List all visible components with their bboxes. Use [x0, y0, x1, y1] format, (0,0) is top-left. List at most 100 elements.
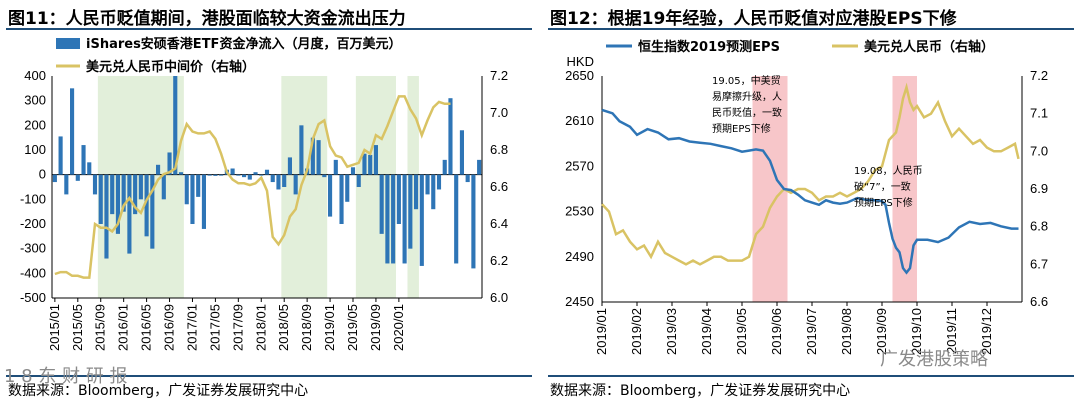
chart-panel-etf-flows: 图11：人民币贬值期间，港股面临较大资金流出压力 -500 -400 -300 -20…	[0, 0, 538, 403]
x-tick-label: 2015/01	[47, 304, 62, 351]
flow-bar	[64, 174, 69, 195]
flow-bar	[184, 174, 189, 205]
y-tick-label-left: 2610	[565, 113, 594, 128]
y-tick-label-left: 2450	[565, 294, 594, 309]
flow-bar	[247, 174, 252, 180]
y-tick-label-right: 7.0	[1030, 143, 1048, 158]
flow-bar	[98, 174, 103, 224]
flow-bar	[310, 137, 315, 175]
flow-bar	[87, 162, 92, 175]
x-tick-label: 2017/05	[207, 304, 222, 351]
x-tick-label: 2019/05	[345, 304, 360, 351]
flow-bar	[362, 153, 367, 175]
flow-bar	[115, 174, 120, 234]
flow-bar	[138, 174, 143, 200]
flow-bar	[408, 174, 413, 249]
y-tick-label-left: 300	[24, 93, 46, 108]
y-tick-label-left: 100	[24, 142, 46, 157]
flow-bar	[379, 174, 384, 234]
y-tick-label-right: 7.2	[1030, 68, 1048, 83]
flow-bar	[104, 174, 109, 259]
x-tick-label: 2016/01	[116, 304, 131, 351]
flow-bar	[173, 76, 178, 175]
annotation-line: 破“7”，一致	[854, 180, 911, 193]
figure-12-source: 数据来源：Bloomberg，广发证券发展研究中心	[550, 383, 851, 399]
y-tick-label-left: -500	[20, 290, 46, 305]
flow-bar	[442, 159, 447, 175]
flow-bar	[270, 174, 275, 183]
flow-bar	[230, 168, 235, 175]
flow-bar	[322, 174, 327, 178]
legend-bar-swatch	[56, 38, 80, 49]
flow-bar	[178, 172, 184, 175]
y-tick-label-left: 2530	[565, 204, 594, 219]
y-tick-label-left: 2650	[565, 68, 594, 83]
legend-gold-label: 美元兑人民币（右轴）	[864, 39, 994, 55]
y-tick-label-left: 0	[39, 167, 46, 182]
x-tick-label: 2019/10	[909, 308, 924, 355]
flow-bar	[368, 154, 373, 175]
flow-bar	[385, 174, 390, 264]
flow-bar	[150, 174, 155, 249]
flow-bar	[259, 174, 264, 176]
flow-bar	[287, 157, 292, 175]
y-tick-label-right: 6.7	[1030, 256, 1048, 271]
unit-label: HKD	[567, 54, 594, 69]
flow-bar	[127, 174, 132, 254]
flow-bar	[144, 174, 149, 237]
flow-bar	[299, 125, 304, 175]
source-rule	[6, 375, 532, 377]
flow-bar	[425, 174, 430, 195]
flow-bar	[448, 98, 453, 175]
y-tick-label-left: 2570	[565, 158, 594, 173]
cny-midpoint-line	[54, 95, 451, 279]
flow-bar	[373, 145, 378, 175]
flow-bar	[92, 174, 98, 195]
flow-bar	[133, 174, 138, 215]
flow-bar	[196, 174, 201, 197]
figure-11-title: 图11：人民币贬值期间，港股面临较大资金流出压力	[8, 9, 406, 29]
flow-bar	[75, 174, 80, 181]
flow-bar	[436, 174, 442, 190]
watermark-left: 1 8 东 财 研 报	[4, 366, 128, 387]
cny-line	[601, 82, 1020, 266]
flow-bar	[81, 145, 86, 175]
flow-bar	[339, 174, 344, 224]
flow-bar	[465, 174, 470, 183]
eps-line	[601, 108, 1019, 275]
x-tick-label: 2019/05	[734, 308, 749, 355]
annotation-line: 19.08，人民币	[854, 165, 923, 177]
title-rule	[548, 28, 1074, 30]
x-tick-label: 2018/01	[253, 304, 268, 351]
x-tick-label: 2019/12	[979, 308, 994, 355]
shaded-period	[892, 76, 917, 302]
flow-bar	[419, 174, 424, 266]
chart-panel-eps: 图12：根据19年经验，人民币贬值对应港股EPS下修 HKD 2450 2490 25…	[542, 0, 1080, 403]
y-tick-label-left: -100	[20, 191, 46, 206]
flow-bar	[454, 174, 459, 264]
shaded-period	[752, 76, 788, 302]
x-tick-label: 2015/05	[70, 304, 85, 351]
eps-chart: HKD 2450 2490 2530 2570 2610 2650 6.6 6.7 6.8 6.9 7…	[565, 39, 1048, 355]
x-tick-label: 2018/05	[276, 304, 291, 351]
y-tick-label-left: -300	[20, 241, 46, 256]
flow-bar	[471, 174, 476, 269]
y-tick-label-left: -400	[20, 265, 46, 280]
flow-bar	[396, 174, 401, 224]
y-tick-label-right: 6.4	[490, 216, 508, 231]
x-tick-label: 2017/01	[184, 304, 199, 351]
x-tick-label: 2016/05	[139, 304, 154, 351]
x-tick-label: 2016/09	[162, 304, 177, 351]
annotation-line: 19.05，中美贸	[712, 74, 781, 87]
flow-bar	[201, 174, 206, 229]
flow-bar	[477, 159, 482, 175]
annotation-line: 易摩擦升级，人	[712, 90, 782, 103]
x-tick-label: 2017/09	[230, 304, 245, 351]
flow-bar	[207, 174, 212, 176]
flow-bar	[459, 130, 464, 175]
flow-bar	[242, 174, 247, 178]
flow-bar	[431, 174, 436, 210]
flow-bar	[333, 159, 338, 175]
y-tick-label-right: 6.0	[490, 290, 508, 305]
y-tick-label-right: 7.0	[490, 105, 508, 120]
